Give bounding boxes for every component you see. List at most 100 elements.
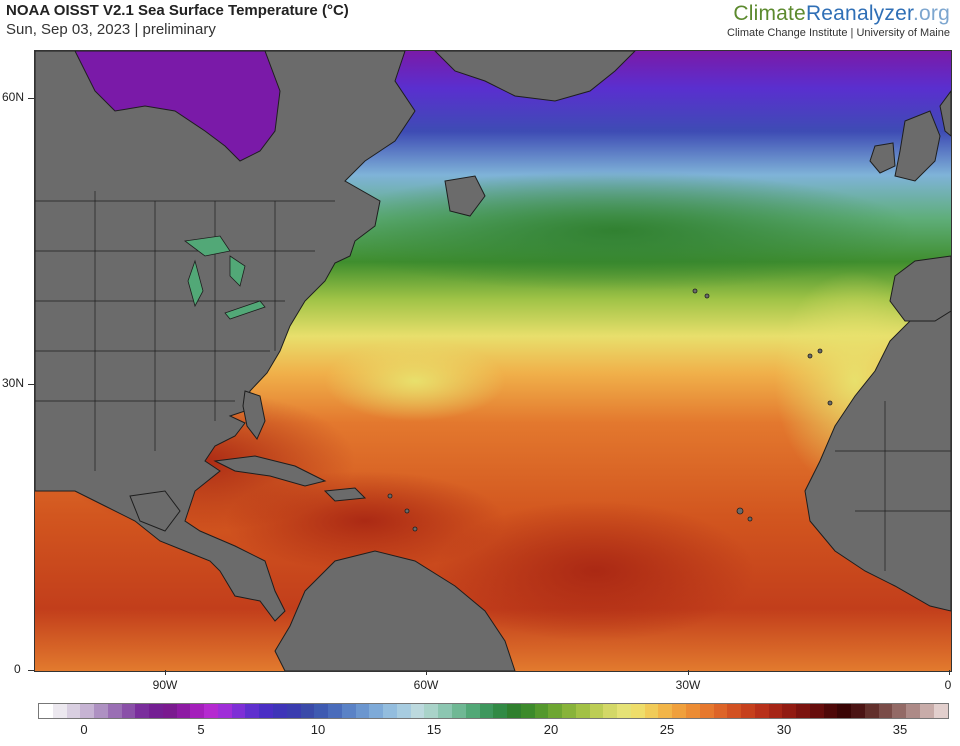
brand-part-org: .org <box>913 2 950 25</box>
lon-label-60w: 60W <box>413 678 439 692</box>
colorbar-segment <box>617 704 631 718</box>
colorbar-segment <box>300 704 315 718</box>
cuba <box>213 455 327 487</box>
greenland <box>434 51 636 102</box>
madeira-island <box>827 400 833 406</box>
colorbar-segment <box>479 704 494 718</box>
colorbar-label: 5 <box>197 722 205 737</box>
ireland <box>869 142 896 174</box>
great-lakes <box>183 235 266 320</box>
map-subtitle: Sun, Sep 03, 2023 | preliminary <box>6 21 216 38</box>
colorbar-label: 15 <box>426 722 442 737</box>
scandinavia-edge <box>939 90 951 137</box>
lesser-antilles-island <box>412 526 418 532</box>
colorbar-segment <box>507 704 521 718</box>
colorbar-segment <box>837 704 852 718</box>
colorbar-segment <box>603 704 618 718</box>
colorbar-segment <box>892 704 907 718</box>
iberia <box>889 255 951 322</box>
colorbar-segment <box>906 704 920 718</box>
colorbar-segment <box>451 704 466 718</box>
colorbar-segment <box>190 704 205 718</box>
colorbar-segment <box>424 704 439 718</box>
lake-michigan <box>187 259 204 308</box>
colorbar-segment <box>52 704 67 718</box>
colorbar-segment <box>658 704 673 718</box>
yucatan <box>129 490 181 532</box>
colorbar-segment <box>107 704 122 718</box>
colorbar-segment <box>121 704 136 718</box>
colorbar-segment <box>162 704 177 718</box>
hudson-bay-cut <box>74 51 281 162</box>
islands <box>387 288 833 532</box>
colorbar-segment <box>520 704 535 718</box>
colorbar-segment <box>396 704 411 718</box>
lat-label-0: 0 <box>14 662 21 676</box>
lat-label-60n: 60N <box>2 90 25 104</box>
colorbar-segment <box>314 704 329 718</box>
colorbar-segment <box>782 704 797 718</box>
colorbar-label: 0 <box>80 722 88 737</box>
lon-label-0: 0 <box>944 678 952 692</box>
colorbar-segment <box>245 704 260 718</box>
colorbar-segment <box>410 704 425 718</box>
caribbean-hotspot <box>225 471 505 571</box>
colorbar-segment <box>135 704 150 718</box>
lesser-antilles-island <box>404 508 410 514</box>
colorbar-label: 35 <box>892 722 908 737</box>
colorbar-segment <box>369 704 384 718</box>
colorbar-segment <box>672 704 686 718</box>
florida <box>242 390 266 440</box>
colorbar-segment <box>809 704 824 718</box>
colorbar-segment <box>273 704 287 718</box>
colorbar-segment <box>630 704 645 718</box>
colorbar-segment <box>920 704 934 718</box>
colorbar-segment <box>465 704 480 718</box>
cool-eddy <box>325 341 505 421</box>
header-left: NOAA OISST V2.1 Sea Surface Temperature … <box>6 2 349 40</box>
brand-part-climate: Climate <box>733 2 806 25</box>
lake-erie <box>224 300 266 320</box>
colorbar-segment <box>383 704 397 718</box>
sst-map[interactable] <box>34 50 952 672</box>
colorbar-segment <box>534 704 549 718</box>
y-tickmark <box>28 670 34 671</box>
colorbar-segment <box>493 704 508 718</box>
landmasses <box>35 51 951 671</box>
colorbar-label: 30 <box>776 722 792 737</box>
colorbar <box>38 703 949 719</box>
colorbar-segment <box>741 704 755 718</box>
colorbar-segment <box>796 704 810 718</box>
lake-huron <box>229 255 246 287</box>
brand-logo[interactable]: ClimateReanalyzer.org <box>727 2 950 26</box>
africa <box>804 300 951 612</box>
south-america <box>274 550 516 671</box>
colorbar-segment <box>259 704 274 718</box>
brand-block: ClimateReanalyzer.org Climate Change Ins… <box>727 2 950 40</box>
brand-part-reanalyzer: Reanalyzer <box>805 2 913 25</box>
lon-label-90w: 90W <box>152 678 178 692</box>
colorbar-segment <box>589 704 604 718</box>
y-tickmark <box>28 98 34 99</box>
lat-label-30n: 30N <box>2 376 25 390</box>
x-tickmark <box>688 670 689 675</box>
colorbar-segment <box>685 704 700 718</box>
colorbar-segment <box>768 704 783 718</box>
azores-island <box>692 288 698 294</box>
institution-label: Climate Change Institute | University of… <box>727 27 950 39</box>
canary-island <box>817 348 823 354</box>
azores-island <box>704 293 710 299</box>
state-borders <box>35 191 951 571</box>
colorbar-segment <box>548 704 563 718</box>
cape-verde-island <box>747 516 753 522</box>
colorbar-segment <box>562 704 576 718</box>
colorbar-segment <box>823 704 838 718</box>
colorbar-segment <box>94 704 108 718</box>
north-america <box>35 51 416 622</box>
colorbar-segment <box>66 704 81 718</box>
newfoundland <box>444 175 486 217</box>
colorbar-segment <box>851 704 865 718</box>
colorbar-segment <box>328 704 342 718</box>
colorbar-segment <box>713 704 728 718</box>
colorbar-label: 10 <box>310 722 326 737</box>
